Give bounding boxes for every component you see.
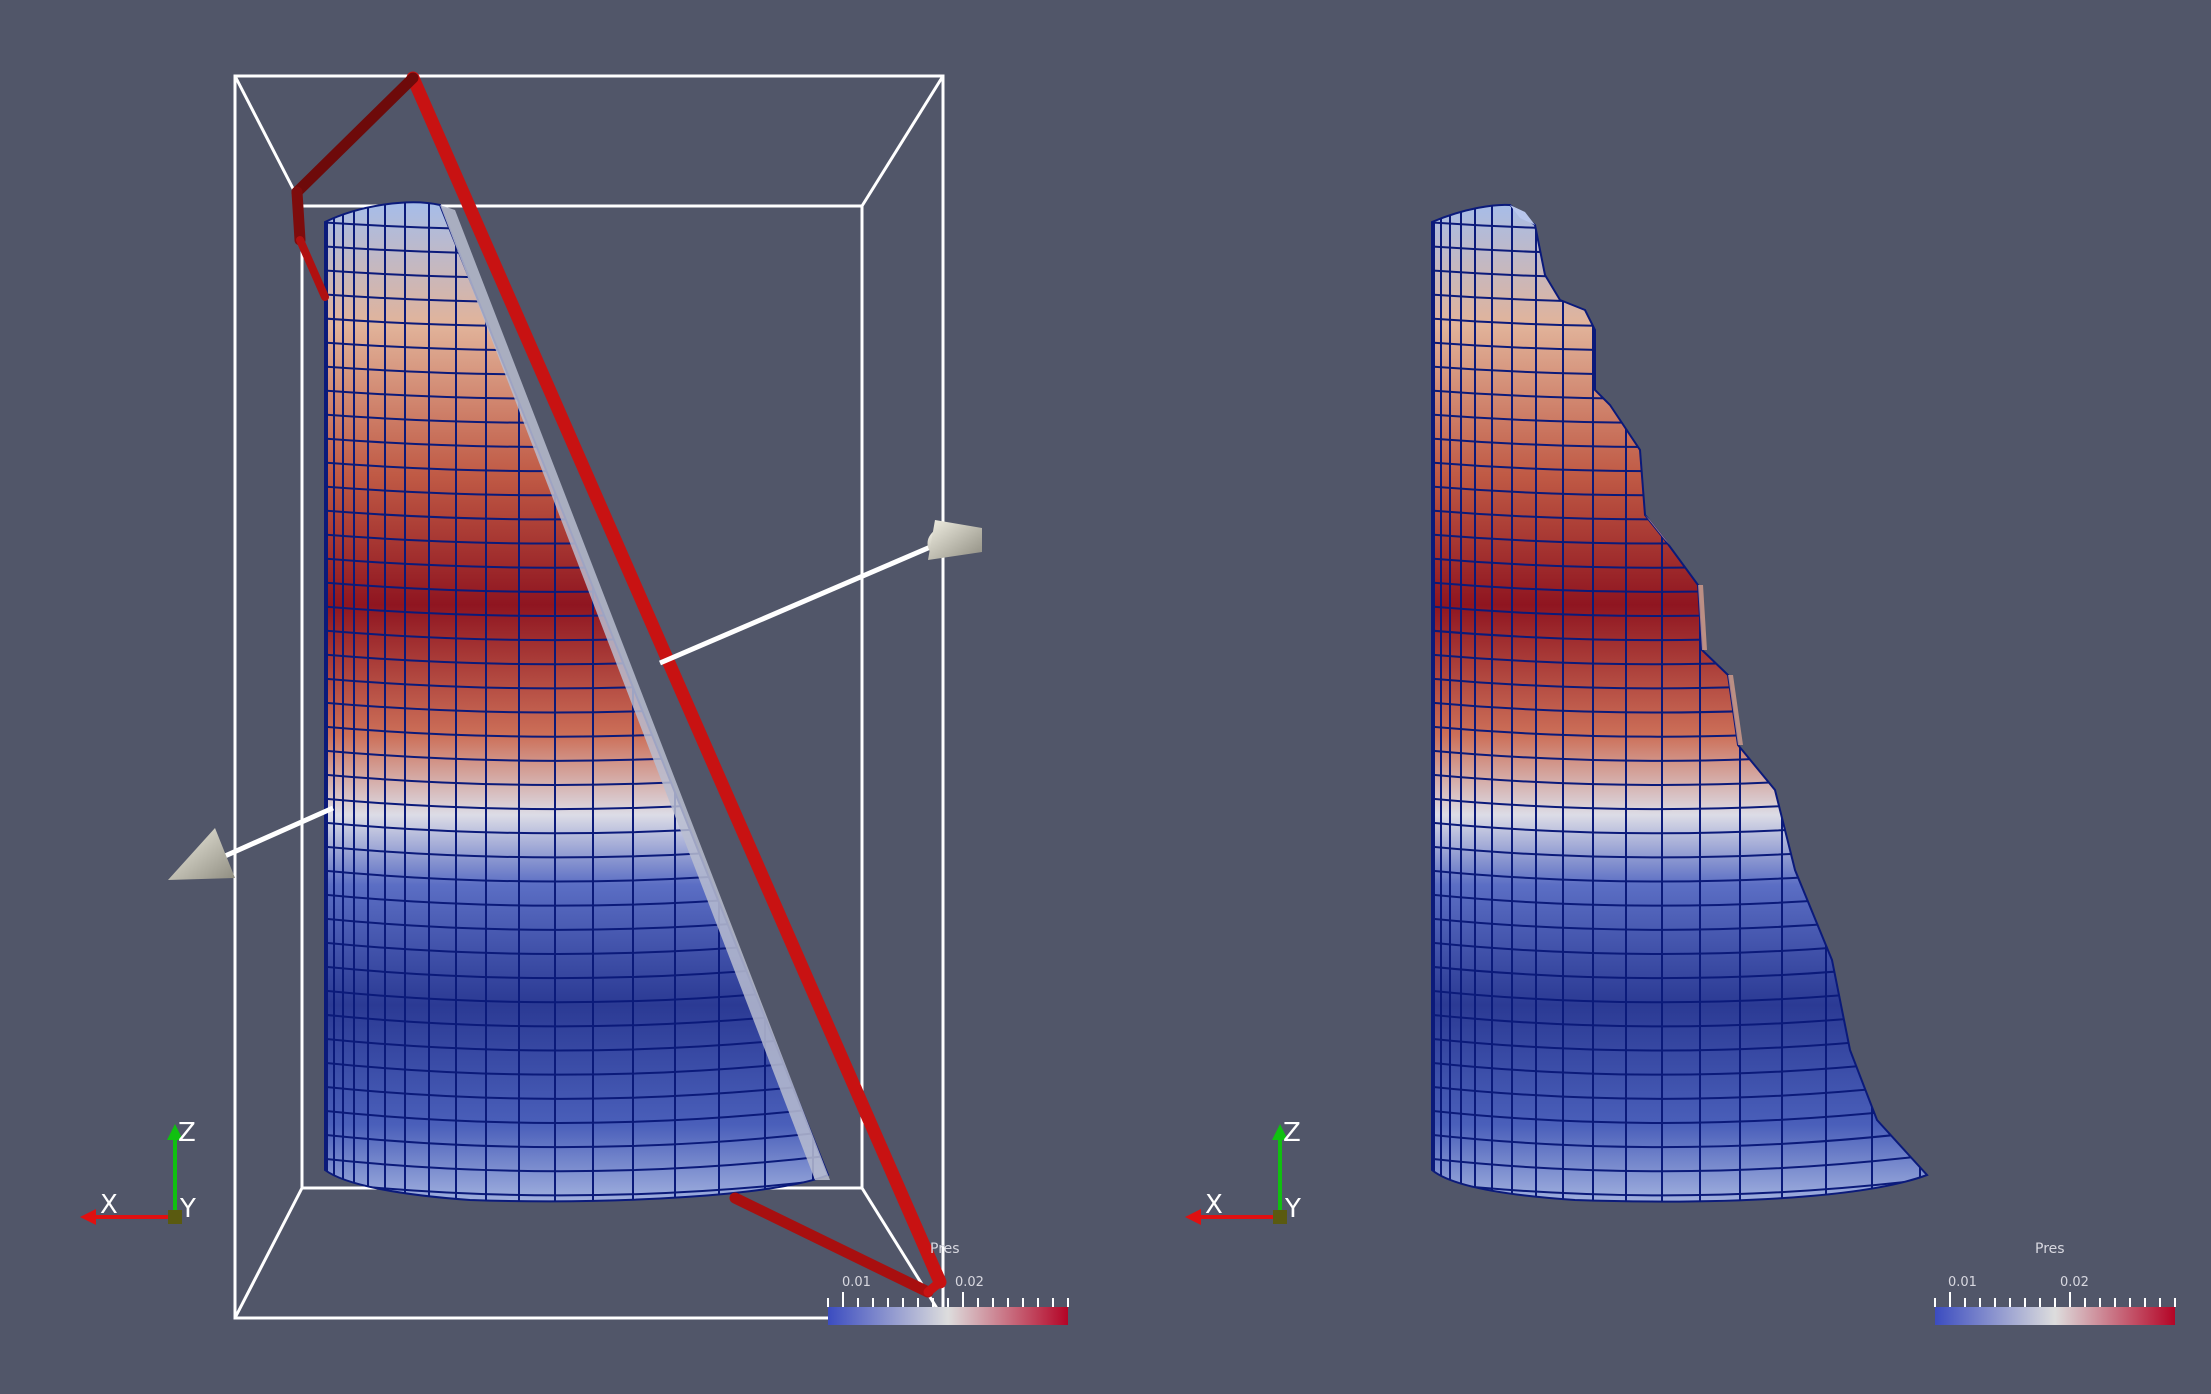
legend-title: Pres [2035, 1241, 2065, 1257]
scene-left[interactable] [0, 0, 1105, 1394]
render-view-left[interactable]: X Y Z Pres 0.01 0.02 [0, 0, 1105, 1394]
normal-arrow-icon[interactable] [168, 520, 982, 880]
scene-right[interactable] [1105, 0, 2211, 1394]
axis-label-z: Z [178, 1118, 196, 1148]
axis-label-y: Y [1285, 1194, 1301, 1224]
legend-tick-low: 0.01 [1948, 1275, 1977, 1290]
color-legend-icon [1934, 1292, 2176, 1325]
orientation-axes-icon [1185, 1124, 1288, 1225]
axis-label-z: Z [1283, 1118, 1301, 1148]
legend-tick-high: 0.02 [955, 1275, 984, 1290]
clipped-cylinder-surface [1431, 203, 1929, 1203]
mesh-line [1432, 1175, 1927, 1197]
mesh-line [325, 1103, 828, 1124]
legend-title: Pres [930, 1241, 960, 1257]
legend-tick-high: 0.02 [2060, 1275, 2089, 1290]
mesh-line [325, 1175, 828, 1197]
clipped-cylinder-surface [324, 201, 830, 1203]
mesh-line [325, 1151, 828, 1173]
axis-label-x: X [1205, 1190, 1223, 1220]
mesh-line [1432, 1127, 1927, 1149]
plane-widget-icon[interactable] [291, 71, 947, 1298]
axis-label-x: X [100, 1190, 118, 1220]
mesh-line [325, 1127, 828, 1149]
render-view-right[interactable]: X Y Z Pres 0.01 0.02 [1105, 0, 2211, 1394]
orientation-axes-icon [80, 1124, 183, 1225]
mesh-line [1432, 1199, 1927, 1202]
legend-tick-low: 0.01 [842, 1275, 871, 1290]
mesh-line [1432, 1151, 1927, 1173]
color-legend-icon [827, 1292, 1069, 1325]
axis-label-y: Y [180, 1194, 196, 1224]
